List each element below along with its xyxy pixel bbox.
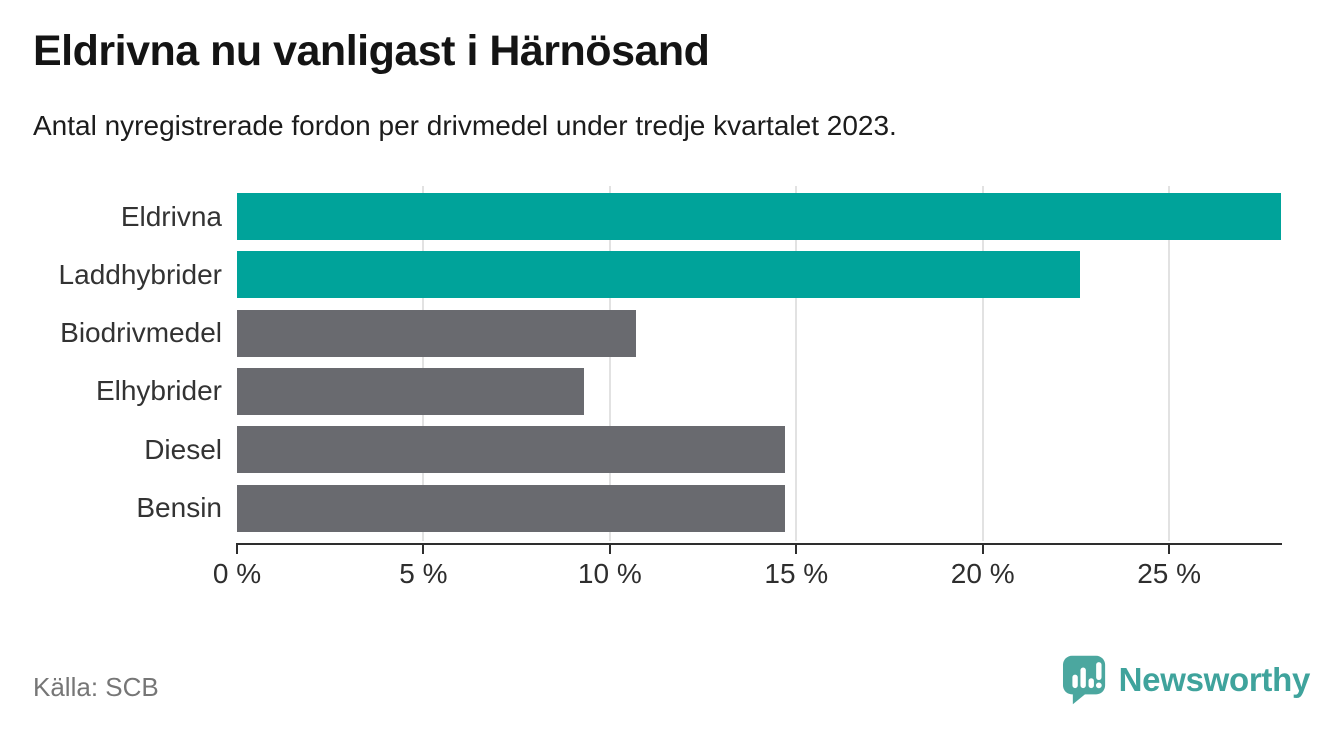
axis-tick-label-5: 5 % <box>399 558 448 589</box>
gridline-5 <box>422 186 425 541</box>
bar-laddhybrider <box>237 251 1080 299</box>
chart-subtitle: Antal nyregistrerade fordon per drivmede… <box>33 110 897 141</box>
newsworthy-logo-icon <box>1062 655 1105 705</box>
x-axis-line <box>237 543 1282 545</box>
axis-tick-20 <box>981 543 984 554</box>
gridline-20 <box>981 186 984 541</box>
category-label-eldrivna: Eldrivna <box>120 200 222 232</box>
gridline-15 <box>795 186 798 541</box>
axis-tick-label-20: 20 % <box>950 558 1015 589</box>
category-label-laddhybrider: Laddhybrider <box>58 258 222 290</box>
axis-tick-5 <box>422 543 425 554</box>
gridline-25 <box>1168 186 1171 541</box>
bar-diesel <box>237 426 786 474</box>
axis-tick-label-10: 10 % <box>577 558 642 589</box>
axis-tick-label-25: 25 % <box>1137 558 1202 589</box>
category-label-bensin: Bensin <box>136 492 222 523</box>
axis-tick-label-0: 0 % <box>212 558 262 589</box>
axis-tick-25 <box>1168 543 1171 554</box>
chart-title: Eldrivna nu vanligast i Härnösand <box>33 27 710 75</box>
axis-tick-10 <box>608 543 611 554</box>
bar-eldrivna <box>237 193 1281 240</box>
bar-biodrivmedel <box>237 309 636 357</box>
category-label-elhybrider: Elhybrider <box>95 375 222 407</box>
newsworthy-logo: Newsworthy <box>1061 654 1310 706</box>
axis-tick-0 <box>236 543 238 554</box>
axis-tick-15 <box>795 543 798 554</box>
bar-chart: Eldrivna Laddhybrider Biodrivmedel Elhybrid… <box>0 186 1340 606</box>
newsworthy-wordmark: Newsworthy <box>1118 661 1311 698</box>
bar-elhybrider <box>237 367 584 415</box>
category-label-diesel: Diesel <box>144 433 222 465</box>
axis-tick-label-15: 15 % <box>764 558 829 589</box>
category-labels: Eldrivna Laddhybrider Biodrivmedel Elhybrid… <box>0 186 222 541</box>
bar-bensin <box>237 484 786 532</box>
source-note: Källa: SCB <box>33 672 159 702</box>
category-label-biodrivmedel: Biodrivmedel <box>60 317 222 349</box>
x-axis: 0 % 5 % 10 % 15 % 20 % 25 % <box>213 543 1282 593</box>
gridline-10 <box>608 186 611 541</box>
plot-area <box>237 186 1281 541</box>
